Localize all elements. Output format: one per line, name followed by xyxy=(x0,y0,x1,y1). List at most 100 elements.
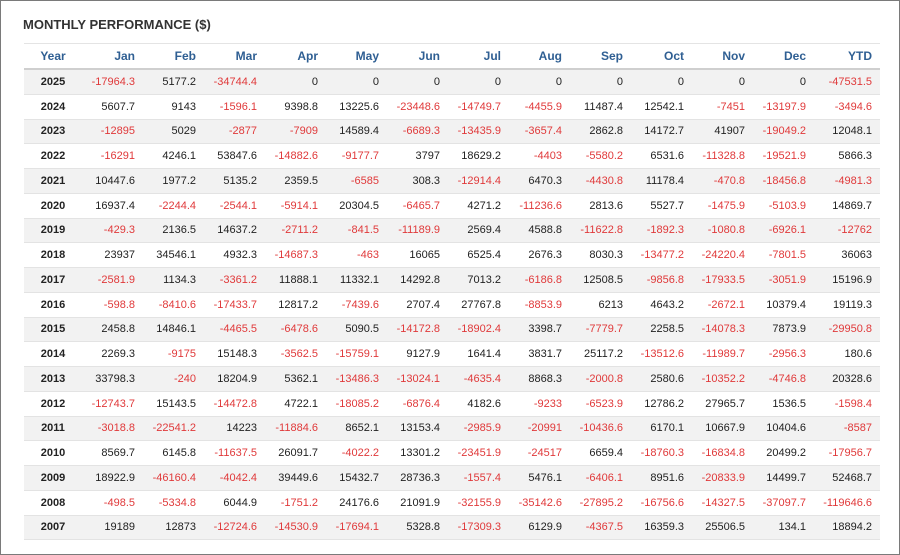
month-value-cell: 11178.4 xyxy=(631,168,692,194)
month-value-cell: -20833.9 xyxy=(692,465,753,491)
month-value-cell: 4271.2 xyxy=(448,193,509,219)
month-value-cell: -11236.6 xyxy=(509,193,570,219)
month-value-cell: -14472.8 xyxy=(204,391,265,417)
month-value-cell: 4932.3 xyxy=(204,242,265,268)
month-value-cell: -13486.3 xyxy=(326,366,387,392)
month-value-cell: -6926.1 xyxy=(753,218,814,244)
month-value-cell: -2244.4 xyxy=(143,193,204,219)
year-cell: 2007 xyxy=(24,515,82,541)
month-value-cell: 28736.3 xyxy=(387,465,448,491)
month-value-cell: -14172.8 xyxy=(387,317,448,343)
month-value-cell: 308.3 xyxy=(387,168,448,194)
month-value-cell: 2862.8 xyxy=(570,119,631,145)
month-value-cell: -7909 xyxy=(265,119,326,145)
month-value-cell: 6470.3 xyxy=(509,168,570,194)
month-value-cell: -14327.5 xyxy=(692,490,753,516)
table-row: 2017 -2581.9 1134.3 -3361.2 11888.1 11332.1 14… xyxy=(24,267,880,293)
month-value-cell: 12508.5 xyxy=(570,267,631,293)
month-value-cell: -13512.6 xyxy=(631,341,692,367)
month-value-cell: 14292.8 xyxy=(387,267,448,293)
month-value-cell: -46160.4 xyxy=(143,465,204,491)
month-value-cell: -4455.9 xyxy=(509,94,570,120)
month-value-cell: 8569.7 xyxy=(82,440,143,466)
month-value-cell: 25117.2 xyxy=(570,341,631,367)
month-value-cell: 19189 xyxy=(82,515,143,541)
month-value-cell: -22541.2 xyxy=(143,416,204,442)
month-value-cell: 27767.8 xyxy=(448,292,509,318)
month-value-cell: 0 xyxy=(753,69,814,95)
table-row: 2025 -17964.3 5177.2 -34744.4 0 0 0 0 0 0 0 0 0 -4753… xyxy=(24,69,880,95)
table-row: 2020 16937.4 -2244.4 -2544.1 -5914.1 20304.5-… xyxy=(24,193,880,219)
month-value-cell: -32155.9 xyxy=(448,490,509,516)
month-value-cell: -3361.2 xyxy=(204,267,265,293)
month-value-cell: 5362.1 xyxy=(265,366,326,392)
month-value-cell: -3051.9 xyxy=(753,267,814,293)
month-value-cell: -15759.1 xyxy=(326,341,387,367)
year-cell: 2022 xyxy=(24,143,82,169)
panel-title: MONTHLY PERFORMANCE ($) xyxy=(23,17,211,32)
month-value-cell: -5103.9 xyxy=(753,193,814,219)
ytd-cell: -8587 xyxy=(814,416,880,442)
month-value-cell: -11637.5 xyxy=(204,440,265,466)
table-row: 2021 10447.6 1977.2 5135.2 2359.5 -6585 308.3-… xyxy=(24,168,880,194)
month-value-cell: 18629.2 xyxy=(448,143,509,169)
month-value-cell: 5328.8 xyxy=(387,515,448,541)
month-value-cell: -11884.6 xyxy=(265,416,326,442)
month-value-cell: 15148.3 xyxy=(204,341,265,367)
year-cell: 2009 xyxy=(24,465,82,491)
month-value-cell: 14499.7 xyxy=(753,465,814,491)
column-header-may: May xyxy=(326,43,387,70)
month-value-cell: 14846.1 xyxy=(143,317,204,343)
month-value-cell: 2707.4 xyxy=(387,292,448,318)
month-value-cell: 13225.6 xyxy=(326,94,387,120)
month-value-cell: 16065 xyxy=(387,242,448,268)
month-value-cell: -4430.8 xyxy=(570,168,631,194)
table-header-row: Year Jan Feb Mar Apr May Jun Jul Aug Sep Oct Nov Dec… xyxy=(24,43,880,70)
month-value-cell: 18922.9 xyxy=(82,465,143,491)
month-value-cell: -6689.3 xyxy=(387,119,448,145)
month-value-cell: -2711.2 xyxy=(265,218,326,244)
month-value-cell: 0 xyxy=(265,69,326,95)
monthly-performance-table: Year Jan Feb Mar Apr May Jun Jul Aug Sep Oct Nov Dec… xyxy=(24,43,880,541)
month-value-cell: 23937 xyxy=(82,242,143,268)
month-value-cell: 2676.3 xyxy=(509,242,570,268)
month-value-cell: -3018.8 xyxy=(82,416,143,442)
month-value-cell: 2458.8 xyxy=(82,317,143,343)
month-value-cell: -463 xyxy=(326,242,387,268)
month-value-cell: -16756.6 xyxy=(631,490,692,516)
month-value-cell: -17964.3 xyxy=(82,69,143,95)
column-header-year: Year xyxy=(24,43,82,70)
ytd-cell: -12762 xyxy=(814,218,880,244)
month-value-cell: -429.3 xyxy=(82,218,143,244)
ytd-cell: 14869.7 xyxy=(814,193,880,219)
column-header-apr: Apr xyxy=(265,43,326,70)
month-value-cell: -13024.1 xyxy=(387,366,448,392)
month-value-cell: -7801.5 xyxy=(753,242,814,268)
ytd-cell: 20328.6 xyxy=(814,366,880,392)
month-value-cell: 7013.2 xyxy=(448,267,509,293)
month-value-cell: -10436.6 xyxy=(570,416,631,442)
table-row: 2024 5607.7 9143 -1596.1 9398.8 13225.6 -23448… xyxy=(24,94,880,120)
month-value-cell: -6523.9 xyxy=(570,391,631,417)
month-value-cell: 3797 xyxy=(387,143,448,169)
month-value-cell: 4588.8 xyxy=(509,218,570,244)
month-value-cell: -34744.4 xyxy=(204,69,265,95)
month-value-cell: -10352.2 xyxy=(692,366,753,392)
month-value-cell: 4182.6 xyxy=(448,391,509,417)
month-value-cell: -13477.2 xyxy=(631,242,692,268)
month-value-cell: 16937.4 xyxy=(82,193,143,219)
ytd-cell: -29950.8 xyxy=(814,317,880,343)
month-value-cell: -19049.2 xyxy=(753,119,814,145)
month-value-cell: -2956.3 xyxy=(753,341,814,367)
month-value-cell: 20304.5 xyxy=(326,193,387,219)
month-value-cell: -2985.9 xyxy=(448,416,509,442)
month-value-cell: -4022.2 xyxy=(326,440,387,466)
ytd-cell: 5866.3 xyxy=(814,143,880,169)
month-value-cell: -11989.7 xyxy=(692,341,753,367)
month-value-cell: -18085.2 xyxy=(326,391,387,417)
year-cell: 2008 xyxy=(24,490,82,516)
month-value-cell: 53847.6 xyxy=(204,143,265,169)
month-value-cell: -11189.9 xyxy=(387,218,448,244)
month-value-cell: -3562.5 xyxy=(265,341,326,367)
